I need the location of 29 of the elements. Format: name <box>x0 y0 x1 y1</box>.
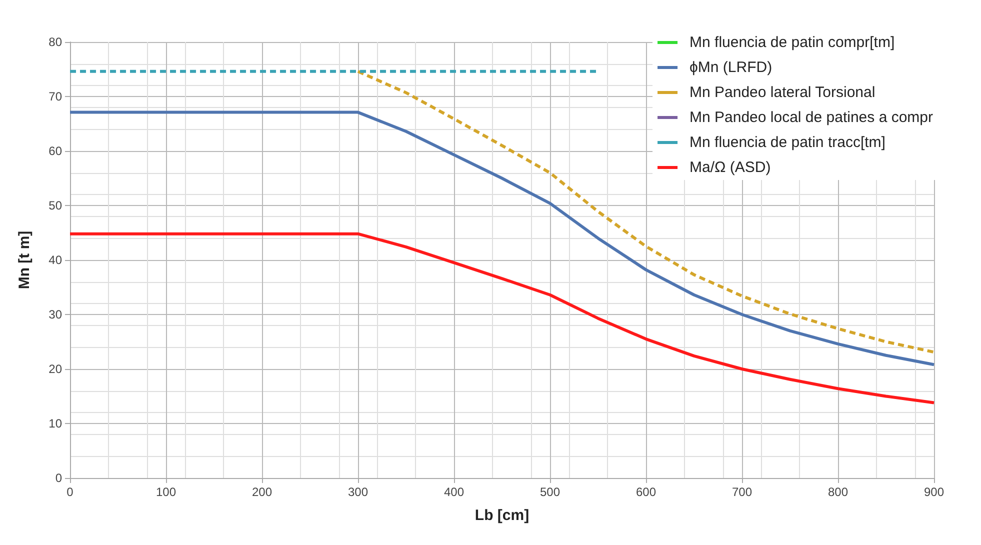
line-series <box>68 232 936 404</box>
x-tick-label: 0 <box>66 485 74 499</box>
x-tick-label: 900 <box>924 485 944 499</box>
legend-label: ϕMn (LRFD) <box>690 59 772 76</box>
legend-label: Mn Pandeo lateral Torsional <box>690 84 876 101</box>
y-tick-label: 10 <box>48 416 62 430</box>
x-tick-label: 100 <box>156 485 176 499</box>
y-axis-title: Mn [t m] <box>16 230 33 290</box>
y-tick-label: 60 <box>48 144 62 158</box>
x-tick-label: 800 <box>828 485 848 499</box>
legend-label: Ma/Ω (ASD) <box>690 159 771 176</box>
y-tick-label: 40 <box>48 253 62 267</box>
legend-label: Mn Pandeo local de patines a compr <box>690 109 934 126</box>
x-tick-label: 300 <box>348 485 368 499</box>
y-tick-label: 0 <box>55 471 62 485</box>
legend-label: Mn fluencia de patin compr[tm] <box>690 34 895 51</box>
y-tick-label: 80 <box>48 35 62 49</box>
line-series <box>68 110 936 366</box>
y-tick-label: 30 <box>48 308 62 322</box>
legend-label: Mn fluencia de patin tracc[tm] <box>690 134 886 151</box>
x-tick-label: 500 <box>540 485 560 499</box>
y-tick-label: 70 <box>48 90 62 104</box>
y-tick-label: 20 <box>48 362 62 376</box>
x-tick-label: 400 <box>444 485 464 499</box>
x-tick-label: 600 <box>636 485 656 499</box>
x-tick-label: 700 <box>732 485 752 499</box>
x-axis-title: Lb [cm] <box>474 507 530 524</box>
y-tick-label: 50 <box>48 198 62 212</box>
x-tick-label: 200 <box>252 485 272 499</box>
